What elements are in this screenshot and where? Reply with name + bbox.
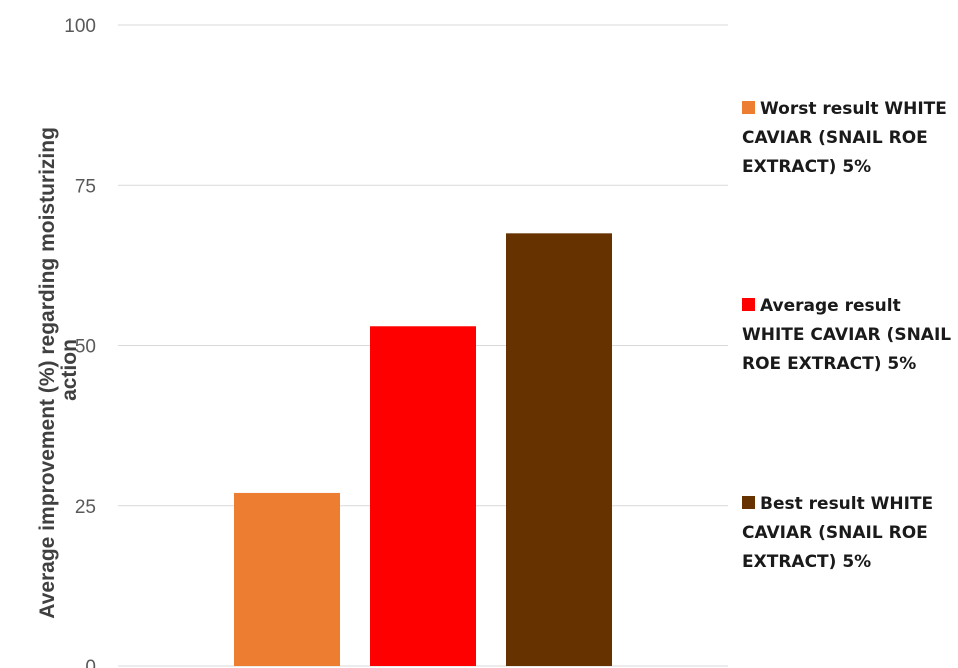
legend-swatch-worst xyxy=(742,101,755,114)
legend-label-worst: Worst result WHITE CAVIAR (SNAIL ROE EXT… xyxy=(742,99,947,177)
y-tick-labels: 0 25 50 75 100 xyxy=(64,16,96,668)
bar xyxy=(506,233,612,666)
y-tick-label: 75 xyxy=(75,176,96,197)
legend-swatch-best xyxy=(742,496,755,509)
legend-item-average: Average result WHITE CAVIAR (SNAIL ROE E… xyxy=(742,292,958,379)
legend-item-worst: Worst result WHITE CAVIAR (SNAIL ROE EXT… xyxy=(742,95,958,182)
legend-swatch-average xyxy=(742,298,755,311)
bar xyxy=(370,326,476,666)
legend-item-best: Best result WHITE CAVIAR (SNAIL ROE EXTR… xyxy=(742,490,958,577)
y-axis-label-line2: action xyxy=(58,339,81,401)
y-axis-label-line1: Average improvement (%) regarding moistu… xyxy=(36,127,59,619)
y-tick-label: 100 xyxy=(64,16,96,37)
legend-label-best: Best result WHITE CAVIAR (SNAIL ROE EXTR… xyxy=(742,494,934,572)
y-tick-label: 25 xyxy=(75,497,96,518)
y-tick-label: 0 xyxy=(85,657,96,668)
bar xyxy=(234,492,340,666)
bars xyxy=(234,233,612,666)
y-tick-label: 50 xyxy=(75,337,96,358)
y-axis-label: Average improvement (%) regarding moistu… xyxy=(36,121,81,619)
legend-label-average: Average result WHITE CAVIAR (SNAIL ROE E… xyxy=(742,296,952,374)
